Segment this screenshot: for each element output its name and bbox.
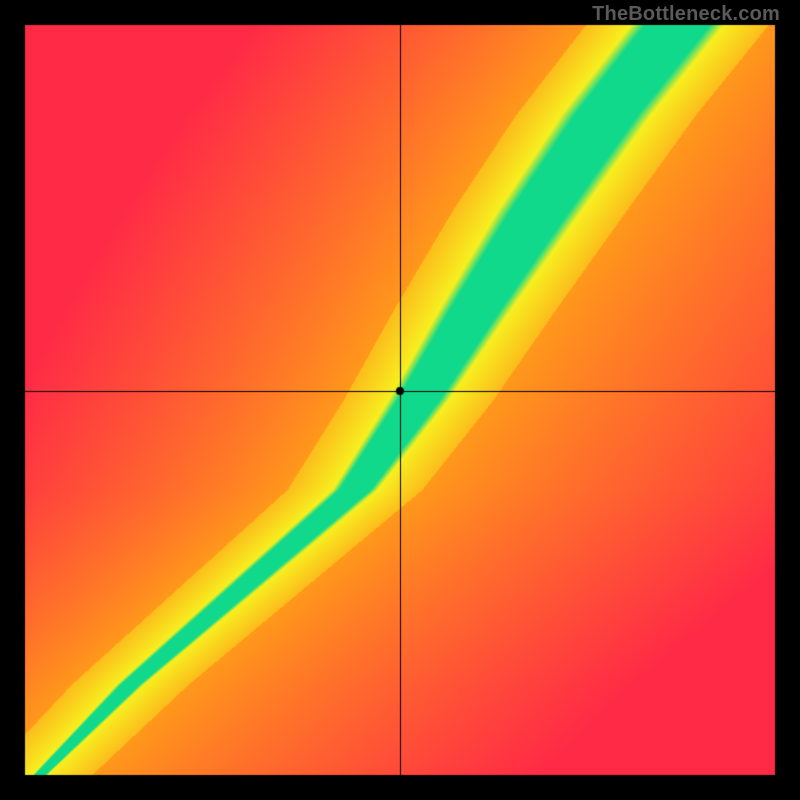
watermark-text: TheBottleneck.com <box>592 3 780 26</box>
bottleneck-heatmap-canvas <box>0 0 800 800</box>
chart-container: TheBottleneck.com <box>0 0 800 800</box>
